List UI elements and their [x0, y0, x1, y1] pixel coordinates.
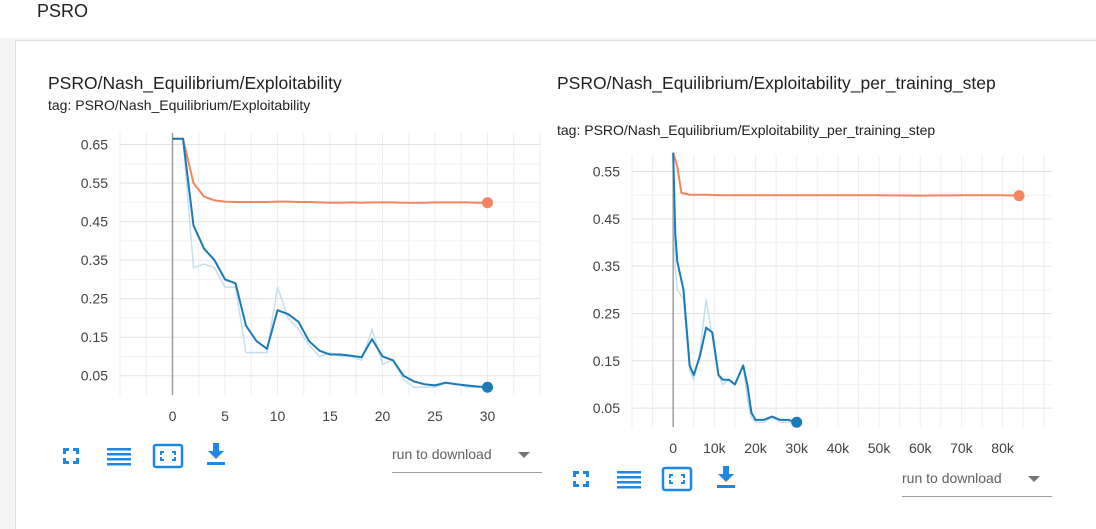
- series-raw-line: [172, 138, 488, 389]
- y-tick-label: 0.55: [81, 175, 108, 191]
- x-tick-label: 70k: [950, 440, 974, 456]
- x-tick-label: 0: [169, 408, 177, 424]
- series-line: [672, 152, 797, 424]
- log-scale-button[interactable]: [105, 442, 133, 470]
- chart-2[interactable]: 0.05 0.15 0.25 0.35 0.45 0.55 0 10k 20k 30k 40k 50k…: [560, 150, 1060, 460]
- section-body: [15, 40, 1096, 529]
- list-icon: [617, 471, 641, 489]
- y-tick-label: 0.45: [593, 211, 620, 227]
- card-title: PSRO/Nash_Equilibrium/Exploitability: [48, 73, 342, 93]
- run-download-select[interactable]: run to download: [902, 466, 1052, 497]
- series-endpoint: [1013, 190, 1025, 202]
- grid: [119, 133, 541, 395]
- chart-card-1: PSRO/Nash_Equilibrium/Exploitability tag…: [0, 0, 342, 113]
- chevron-down-icon: [518, 452, 530, 458]
- x-tick-label: 0: [669, 440, 677, 456]
- fit-domain-button[interactable]: [152, 442, 184, 470]
- series-line: [172, 137, 488, 204]
- series-line: [172, 137, 488, 389]
- log-scale-button[interactable]: [615, 465, 643, 493]
- chart-1[interactable]: 0.05 0.15 0.25 0.35 0.45 0.55 0.65 0 5 10 15 20 25 30: [40, 128, 560, 433]
- x-tick-label: 30k: [785, 440, 809, 456]
- x-tick-label: 25: [427, 408, 443, 424]
- expand-button[interactable]: [567, 465, 595, 493]
- download-button[interactable]: [712, 463, 740, 491]
- series-endpoint: [482, 381, 493, 393]
- fit-domain-button[interactable]: [661, 465, 693, 493]
- x-tick-label: 50k: [868, 440, 892, 456]
- x-tick-label: 20k: [744, 440, 768, 456]
- y-tick-label: 0.15: [81, 329, 108, 345]
- y-tick-label: 0.35: [81, 252, 108, 268]
- download-button[interactable]: [202, 440, 230, 468]
- x-tick-label: 10: [270, 408, 286, 424]
- x-tick-label: 80k: [991, 440, 1015, 456]
- y-tick-label: 0.25: [81, 291, 108, 307]
- section-title: PSRO: [37, 1, 89, 21]
- card-title: PSRO/Nash_Equilibrium/Exploitability_per…: [557, 73, 996, 93]
- chart-card-2: PSRO/Nash_Equilibrium/Exploitability_per…: [0, 0, 996, 138]
- series-endpoint: [791, 416, 803, 428]
- fullscreen-icon: [63, 448, 79, 464]
- x-tick-label: 15: [322, 408, 338, 424]
- run-download-label: run to download: [392, 446, 492, 462]
- expand-button[interactable]: [57, 442, 85, 470]
- y-tick-label: 0.35: [593, 258, 620, 274]
- y-tick-label: 0.65: [81, 137, 108, 153]
- fullscreen-icon: [573, 471, 589, 487]
- x-tick-label: 30: [480, 408, 496, 424]
- x-tick-label: 20: [375, 408, 391, 424]
- y-tick-label: 0.25: [593, 305, 620, 321]
- x-tick-label: 40k: [827, 440, 851, 456]
- x-tick-label: 10k: [703, 440, 727, 456]
- y-tick-label: 0.45: [81, 214, 108, 230]
- x-tick-label: 60k: [909, 440, 933, 456]
- y-tick-label: 0.05: [593, 400, 620, 416]
- fit-domain-icon: [152, 443, 184, 469]
- series-line: [672, 152, 1020, 197]
- y-tick-label: 0.55: [593, 164, 620, 180]
- run-download-label: run to download: [902, 470, 1002, 486]
- fit-domain-icon: [661, 466, 693, 492]
- x-tick-label: 5: [221, 408, 229, 424]
- chevron-down-icon: [1028, 476, 1040, 482]
- card-tag: tag: PSRO/Nash_Equilibrium/Exploitabilit…: [48, 97, 311, 113]
- card-tag: tag: PSRO/Nash_Equilibrium/Exploitabilit…: [557, 122, 936, 138]
- download-icon: [717, 466, 735, 488]
- y-tick-label: 0.15: [593, 353, 620, 369]
- section-header: PSRO: [0, 0, 1096, 38]
- series-endpoint: [482, 197, 493, 209]
- y-tick-label: 0.05: [81, 368, 108, 384]
- download-icon: [207, 443, 225, 465]
- run-download-select[interactable]: run to download: [392, 442, 542, 473]
- list-icon: [107, 448, 131, 466]
